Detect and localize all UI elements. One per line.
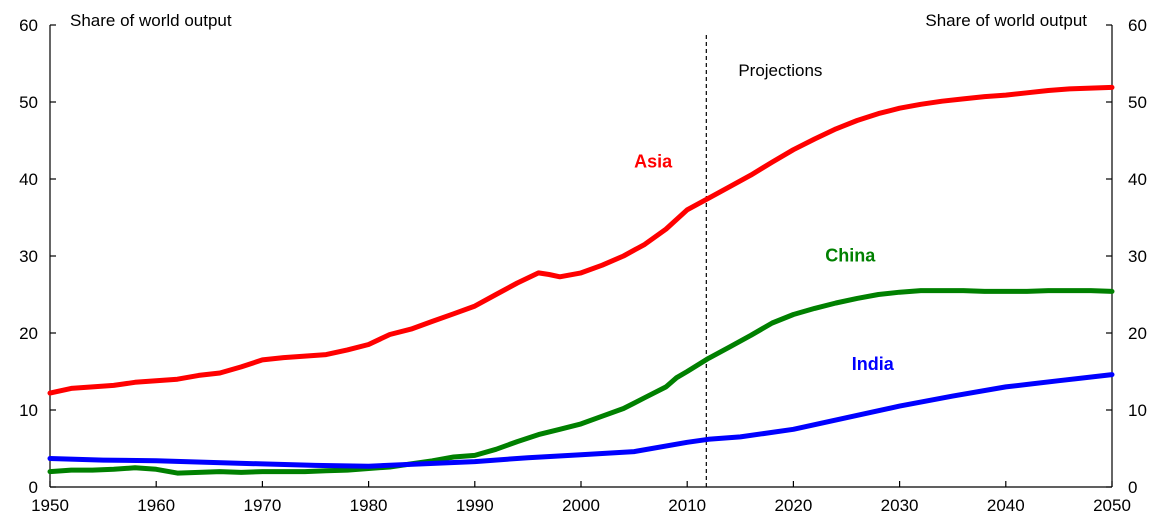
y-tick-label-right: 0 — [1128, 478, 1137, 497]
y-tick-label-left: 0 — [29, 478, 38, 497]
series-label-china: China — [825, 245, 876, 265]
x-tick-label: 1980 — [350, 496, 388, 515]
y-tick-label-right: 30 — [1128, 247, 1147, 266]
series-label-asia: Asia — [634, 151, 673, 171]
y-tick-label-right: 50 — [1128, 93, 1147, 112]
series-line-asia — [47, 84, 1115, 396]
right-axis-label: Share of world output — [925, 11, 1087, 30]
y-tick-label-left: 40 — [19, 170, 38, 189]
projection-label: Projections — [738, 61, 822, 80]
x-tick-label: 2050 — [1093, 496, 1131, 515]
y-tick-label-right: 10 — [1128, 401, 1147, 420]
x-tick-label: 2040 — [987, 496, 1025, 515]
y-tick-label-right: 60 — [1128, 16, 1147, 35]
left-axis-label: Share of world output — [70, 11, 232, 30]
x-tick-label: 1970 — [243, 496, 281, 515]
y-tick-label-right: 20 — [1128, 324, 1147, 343]
y-tick-label-left: 60 — [19, 16, 38, 35]
series-label-india: India — [852, 354, 895, 374]
series-line-china — [47, 288, 1115, 476]
x-tick-label: 2000 — [562, 496, 600, 515]
x-tick-label: 2010 — [668, 496, 706, 515]
y-tick-label-left: 50 — [19, 93, 38, 112]
projection-marker: Projections — [705, 35, 822, 487]
y-tick-label-left: 30 — [19, 247, 38, 266]
x-tick-label: 1990 — [456, 496, 494, 515]
series-labels: Asia China India — [634, 151, 895, 374]
y-tick-label-left: 20 — [19, 324, 38, 343]
x-tick-label: 1950 — [31, 496, 69, 515]
x-tick-label: 1960 — [137, 496, 175, 515]
y-tick-label-left: 10 — [19, 401, 38, 420]
x-tick-label: 2020 — [774, 496, 812, 515]
series-line-india — [47, 372, 1115, 469]
y-tick-label-right: 40 — [1128, 170, 1147, 189]
series-lines — [47, 84, 1115, 476]
x-tick-label: 2030 — [881, 496, 919, 515]
